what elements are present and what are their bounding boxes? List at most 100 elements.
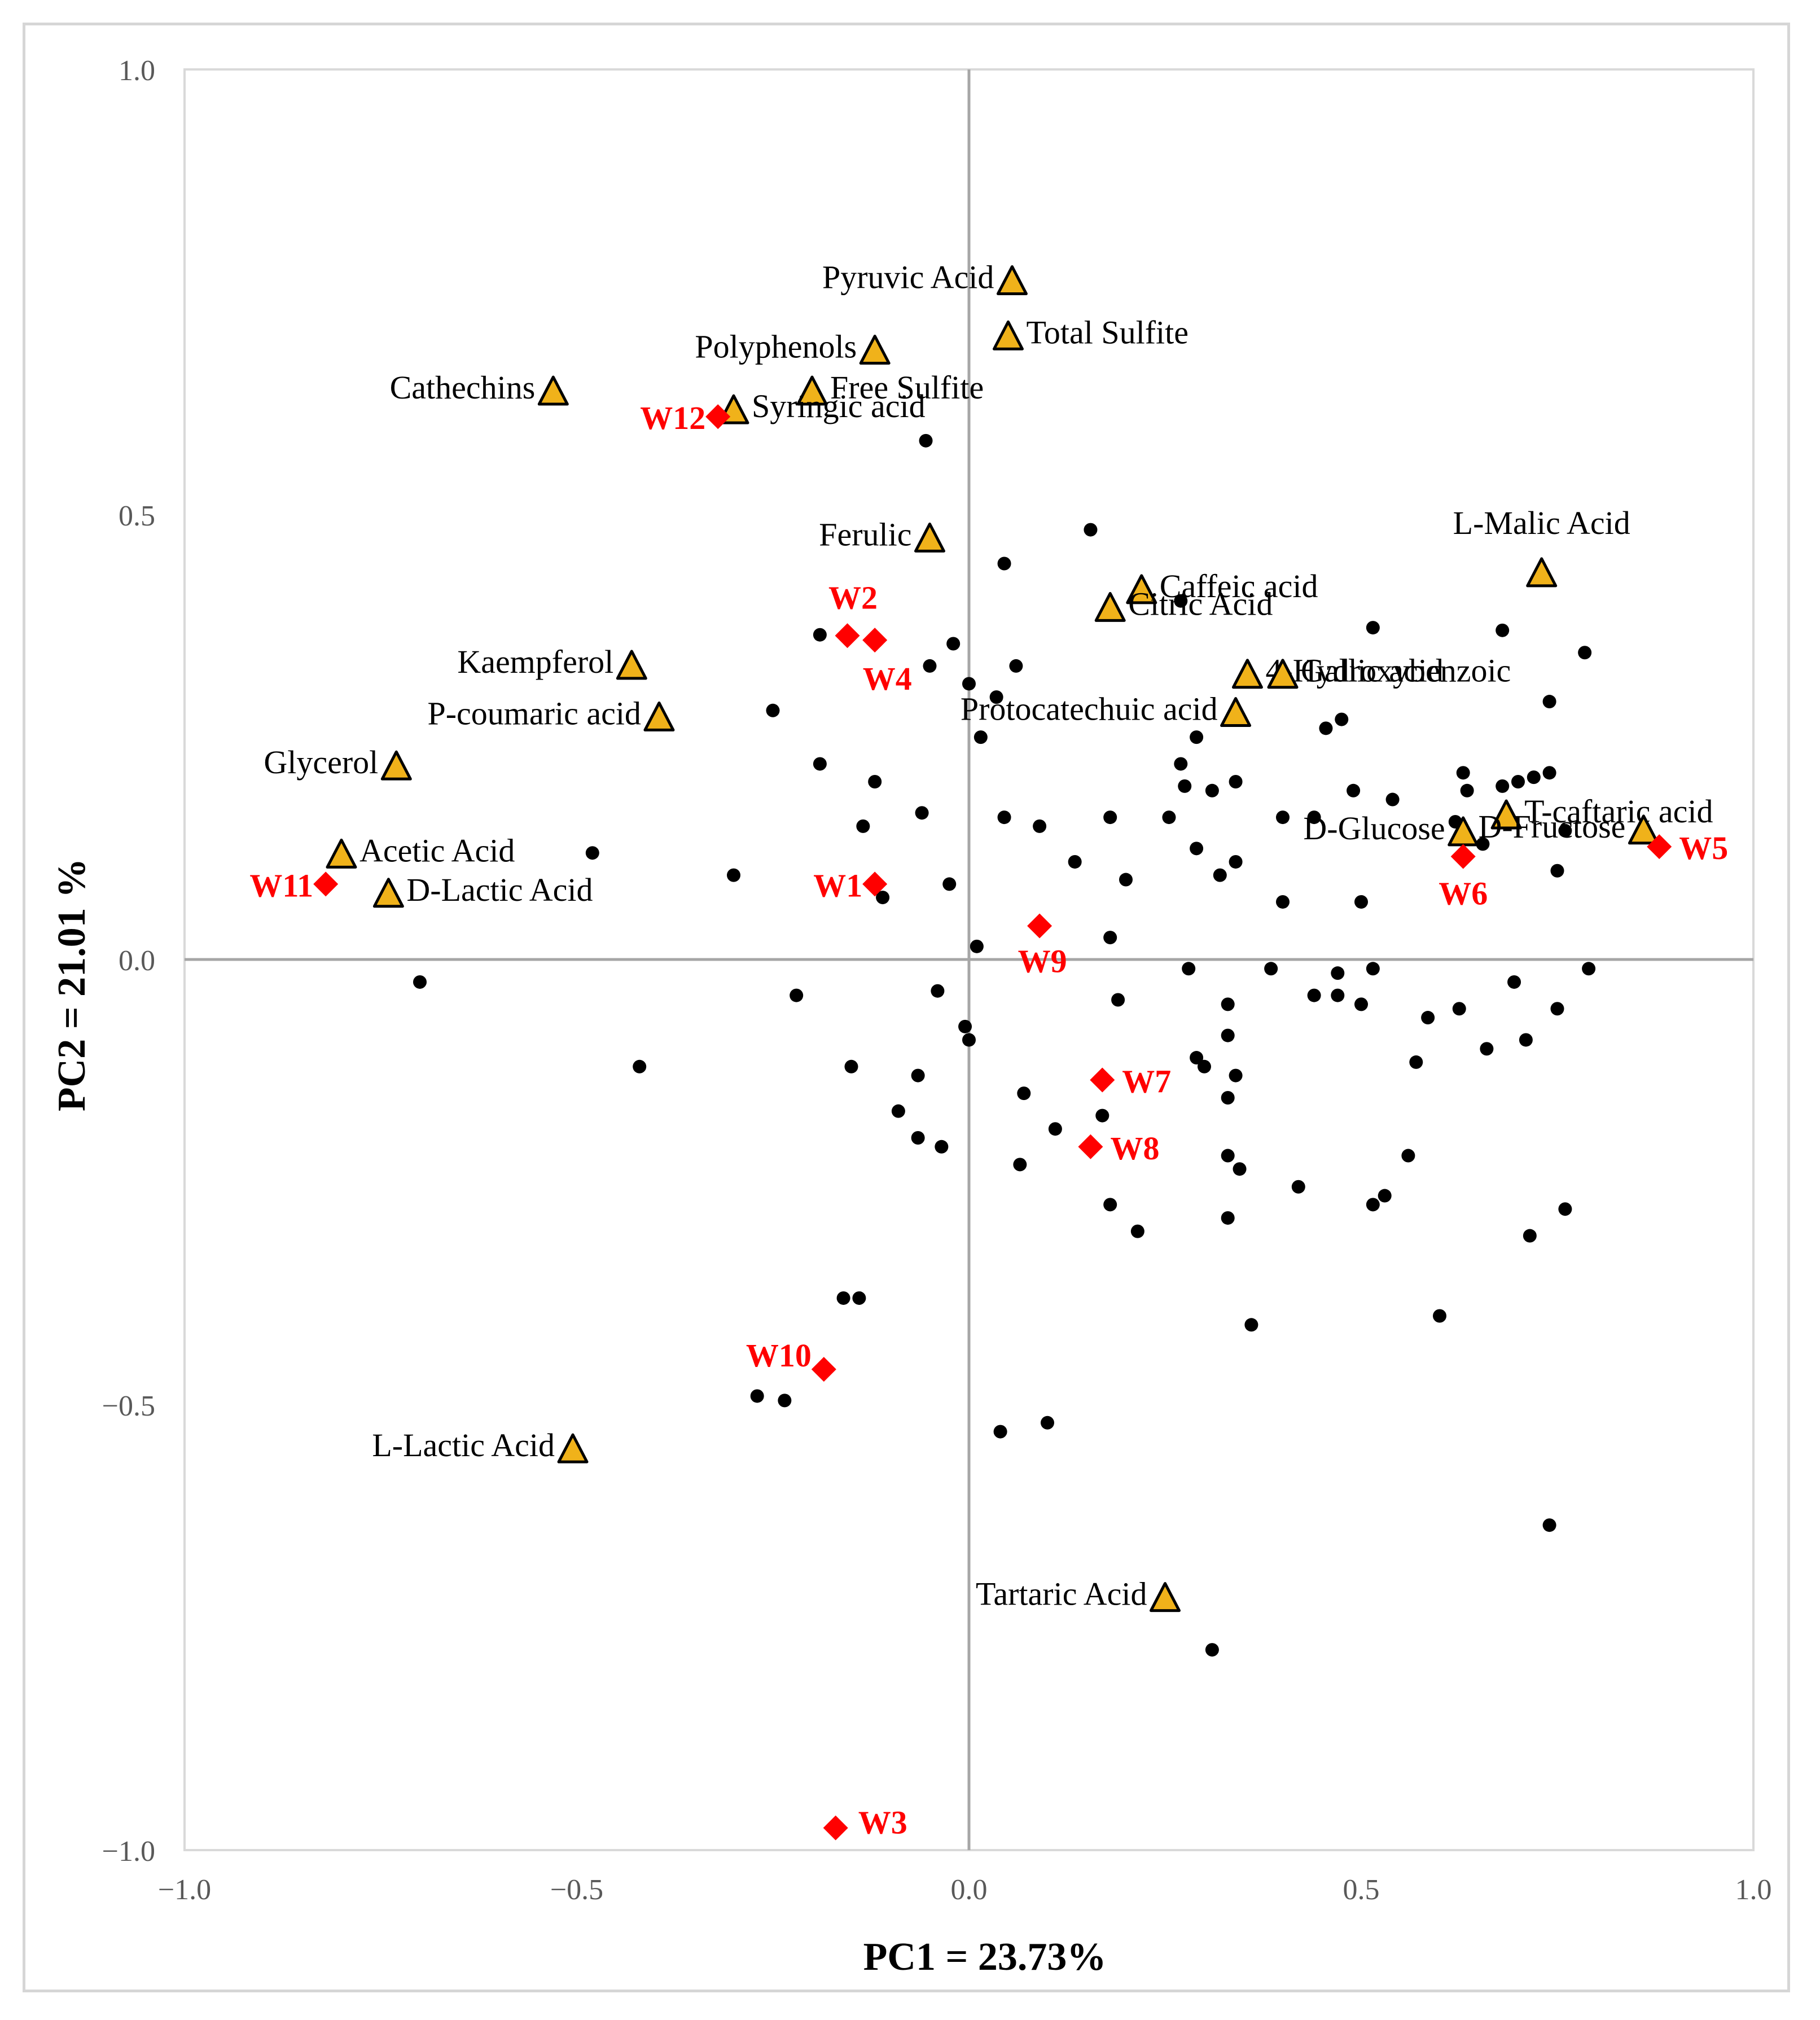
variable-label: D-Glucose	[1303, 810, 1445, 847]
variable-point: Acetic Acid	[326, 832, 515, 869]
wine-point: W1	[813, 867, 888, 904]
variable-point: Syringic acid	[718, 388, 926, 424]
variable-triangle	[996, 265, 1028, 295]
variable-label: Syringic acid	[752, 388, 926, 424]
observation-point	[1221, 1091, 1235, 1105]
variable-point: Total Sulfite	[993, 314, 1189, 350]
wine-diamond	[862, 871, 888, 897]
observation-point	[1017, 1086, 1031, 1101]
observation-point	[790, 988, 804, 1002]
observation-point	[1307, 810, 1321, 825]
observation-point	[1366, 621, 1380, 635]
observation-point	[1233, 1162, 1247, 1176]
variable-markers: Pyruvic Acid Total Sulfite Polyphenols Cath…	[264, 258, 1713, 1612]
variable-label: Cathechins	[390, 369, 536, 406]
x-tick-labels: −1.0 −0.5 0.0 0.5 1.0	[158, 1874, 1772, 1906]
variable-point: Pyruvic Acid	[822, 258, 1028, 295]
observation-point	[585, 846, 599, 860]
observation-point	[1480, 1042, 1494, 1056]
observation-point	[993, 1425, 1007, 1439]
observation-point	[1205, 783, 1219, 798]
variable-triangle	[1628, 814, 1659, 845]
variable-label: Gallic acid	[1301, 652, 1444, 689]
observation-point	[942, 877, 957, 891]
observation-point	[1198, 1059, 1211, 1073]
y-axis-title: PC2 = 21.01 %	[50, 858, 94, 1111]
variable-triangle	[616, 650, 647, 680]
variable-label: Caffeic acid	[1160, 568, 1318, 604]
variable-triangle	[1150, 1582, 1181, 1613]
variable-point: Caffeic acid	[1126, 568, 1318, 604]
wine-point: W3	[823, 1804, 907, 1841]
variable-label: Tartaric Acid	[976, 1576, 1147, 1613]
observation-point	[935, 1140, 949, 1154]
observation-point	[1401, 1149, 1415, 1163]
variable-triangle	[859, 334, 891, 365]
observation-point	[919, 433, 933, 448]
wine-label: W8	[1110, 1130, 1159, 1167]
observation-point	[946, 637, 961, 651]
variable-label: T-caftaric acid	[1524, 793, 1713, 830]
observation-point	[1221, 1028, 1235, 1042]
x-tick-label: −1.0	[158, 1874, 211, 1906]
observation-point	[1084, 523, 1098, 537]
observation-point	[1291, 1180, 1305, 1194]
variable-point: D-Fructose	[1478, 808, 1659, 845]
variable-point: D-Lactic Acid	[372, 871, 593, 908]
figure-frame	[23, 23, 1790, 1992]
observation-point	[1331, 966, 1345, 980]
observation-point	[1221, 997, 1235, 1011]
observation-point	[766, 703, 780, 717]
variable-triangle	[380, 750, 412, 781]
variable-label: Ferulic	[819, 516, 911, 553]
variable-label: Kaempferol	[457, 643, 613, 680]
wine-point: W10	[746, 1337, 836, 1382]
observation-point	[750, 1389, 764, 1403]
variable-label: P-coumaric acid	[427, 695, 641, 731]
observation-point	[911, 1068, 925, 1083]
observation-point	[868, 775, 882, 788]
observation-point	[1103, 931, 1117, 945]
variable-label: Polyphenols	[695, 328, 857, 365]
observation-point	[844, 1059, 858, 1073]
observation-point	[989, 690, 1003, 704]
wine-point: W5	[1647, 830, 1728, 866]
observation-point	[997, 557, 1011, 571]
observation-point	[1578, 646, 1592, 660]
variable-triangle	[1267, 659, 1299, 689]
wine-point: W8	[1078, 1130, 1159, 1167]
variable-triangle	[1231, 659, 1263, 689]
observation-point	[1013, 1158, 1027, 1172]
observation-point	[1276, 810, 1290, 825]
wine-label: W1	[813, 867, 862, 904]
observation-point	[1162, 810, 1176, 825]
wine-label: W3	[858, 1804, 907, 1841]
x-tick-label: 1.0	[1735, 1874, 1772, 1906]
variable-triangle	[1490, 799, 1522, 830]
y-tick-label: −0.5	[102, 1390, 155, 1422]
variable-point: P-coumaric acid	[427, 695, 675, 731]
variable-triangle	[1526, 557, 1558, 588]
y-tick-label: −1.0	[102, 1835, 155, 1868]
wine-diamond	[835, 623, 860, 648]
wine-point: W9	[1018, 913, 1067, 980]
wine-label: W12	[640, 400, 705, 436]
observation-point	[1354, 895, 1368, 909]
observation-point	[1178, 779, 1192, 793]
observation-points	[413, 433, 1596, 1657]
variable-triangle	[993, 320, 1024, 350]
variable-triangle	[914, 522, 945, 553]
wine-point: W6	[1439, 844, 1488, 912]
observation-point	[1229, 855, 1243, 869]
observation-point	[1378, 1189, 1392, 1203]
variable-triangle	[1126, 574, 1157, 604]
variable-point: Protocatechuic acid	[961, 691, 1252, 728]
observation-point	[1582, 962, 1596, 976]
observation-point	[1550, 1002, 1564, 1016]
variable-point: L-Lactic Acid	[372, 1427, 589, 1463]
observation-point	[1068, 855, 1082, 869]
observation-point	[876, 891, 890, 905]
observation-point	[413, 975, 427, 989]
observation-point	[1190, 842, 1204, 856]
